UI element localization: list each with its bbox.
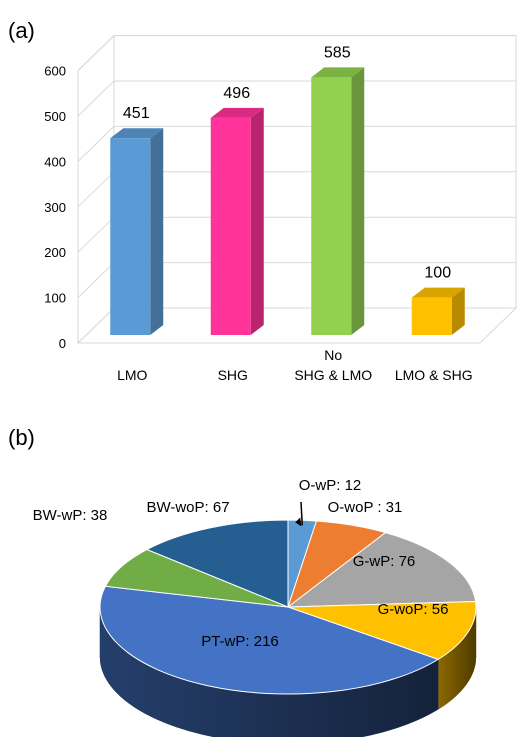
y-tick-label: 300 <box>44 200 66 215</box>
x-tick-label: LMO & SHG <box>395 367 473 383</box>
bar-top <box>110 128 164 139</box>
slice-label: G-wP: 76 <box>353 553 416 570</box>
y-tick-label: 0 <box>59 336 66 351</box>
gridline-side <box>77 216 115 253</box>
bar-top <box>311 67 365 78</box>
y-tick-label: 500 <box>44 109 66 124</box>
bar-chart: 0 100 200 300 400 500 600 451 LMO 496 SHG 585 No SHG … <box>44 34 518 383</box>
gridline-side <box>77 262 115 298</box>
bar-top <box>411 287 465 298</box>
bar-side <box>451 287 465 335</box>
slice <box>99 585 440 695</box>
y-tick-label: 600 <box>44 64 66 79</box>
bar-side <box>250 107 264 335</box>
slice-label: G-woP: 56 <box>378 601 449 618</box>
x-tick-label: SHG <box>218 367 248 383</box>
data-label: 496 <box>223 85 250 102</box>
slice <box>287 600 477 660</box>
bar <box>210 117 251 335</box>
bar-side <box>150 128 164 335</box>
x-tick-label: SHG & LMO <box>294 367 372 383</box>
slice <box>286 532 477 608</box>
pie-chart: O-wP: 12 O-woP : 31 G-wP: 76 G-woP: 56 PT-wP… <box>33 477 477 737</box>
y-tick-label: 400 <box>44 154 66 169</box>
leader-arrowhead <box>295 517 302 527</box>
x-tick-label: LMO <box>117 367 147 383</box>
bar-top <box>210 107 264 118</box>
slice-label: O-wP: 12 <box>299 477 362 494</box>
slice-label: O-woP : 31 <box>328 499 403 516</box>
gridline-side <box>77 80 115 117</box>
gridline-side <box>77 35 115 71</box>
slice-label: BW-woP: 67 <box>146 499 229 516</box>
data-label: 100 <box>424 265 451 282</box>
data-label: 585 <box>324 44 351 61</box>
bar <box>110 138 151 335</box>
slice <box>145 519 289 608</box>
data-label: 451 <box>123 105 150 122</box>
slice-label: PT-wP: 216 <box>201 633 279 650</box>
gridline-side <box>77 126 115 162</box>
panel-b-label: (b) <box>8 425 35 450</box>
y-tick-label: 200 <box>44 245 66 260</box>
y-tick-label: 100 <box>44 291 66 306</box>
gridline-side <box>77 171 115 208</box>
bar <box>411 297 452 335</box>
leader-line <box>300 501 304 526</box>
slice-label: BW-wP: 38 <box>33 507 108 524</box>
x-tick-label: No <box>324 347 342 363</box>
panel-a-label: (a) <box>8 18 35 43</box>
bar <box>311 77 352 335</box>
bar-side <box>351 67 365 335</box>
